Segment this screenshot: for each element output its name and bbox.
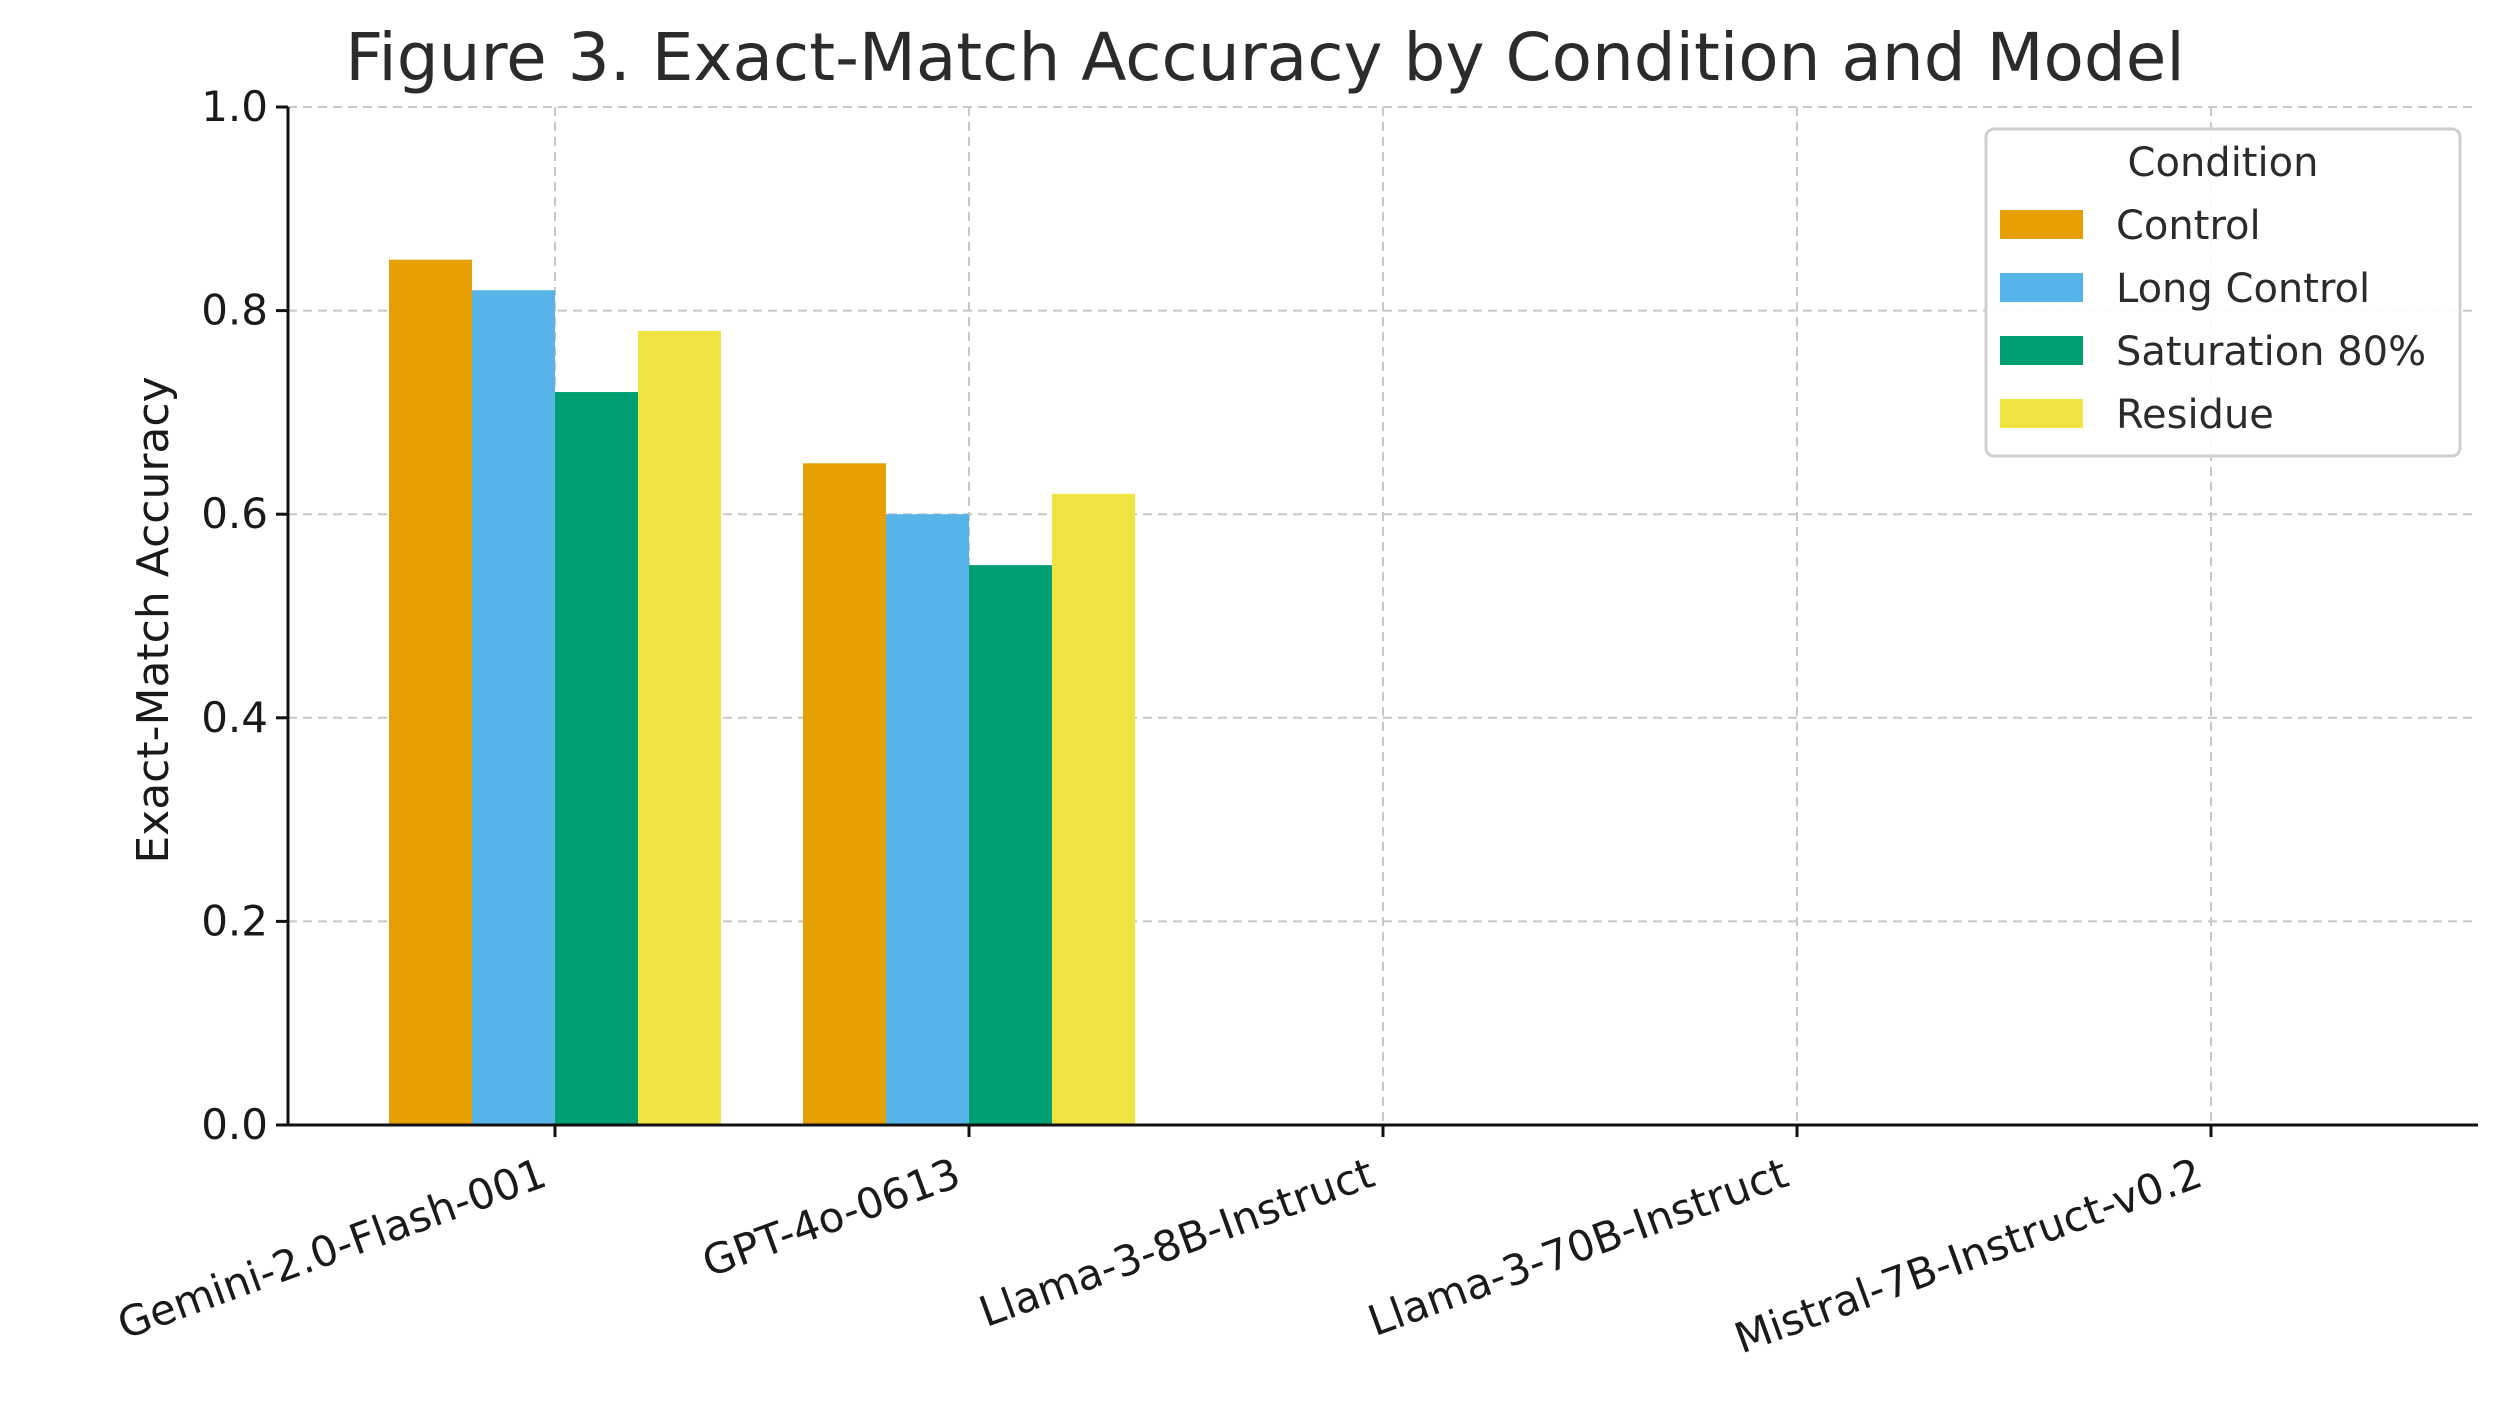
y-axis-label: Exact-Match Accuracy — [128, 376, 179, 863]
y-tick-label: 0.6 — [201, 489, 268, 538]
x-tick-labels: Gemini-2.0-Flash-001 GPT-4o-0613 Llama-3-8… — [111, 1148, 2208, 1363]
bar-saturation-80- — [555, 392, 638, 1125]
y-tick-label: 0.8 — [201, 286, 268, 335]
y-tick-label: 0.0 — [201, 1100, 268, 1149]
y-tick-label: 0.2 — [201, 896, 268, 945]
bar-long-control — [886, 514, 969, 1125]
legend-frame — [1984, 127, 2462, 458]
bar-residue — [1052, 493, 1135, 1126]
legend-items: Control Long Control Saturation 80% Residue — [2000, 203, 2426, 438]
x-tick-label: Llama-3-8B-Instruct — [973, 1148, 1381, 1336]
legend-swatch — [2000, 336, 2083, 365]
bar-long-control — [472, 290, 555, 1125]
x-tick-label: Gemini-2.0-Flash-001 — [111, 1148, 552, 1349]
axes — [276, 105, 2478, 1137]
legend-entry-label: Control — [2116, 203, 2261, 249]
legend-entry-label: Long Control — [2116, 266, 2370, 312]
legend: Condition Control Long Control Saturation … — [1984, 127, 2462, 458]
y-tick-label: 0.4 — [201, 693, 268, 742]
legend-entry-label: Residue — [2116, 392, 2274, 438]
chart-title: Figure 3. Exact-Match Accuracy by Condit… — [345, 19, 2184, 96]
x-tick-label: GPT-4o-0613 — [696, 1148, 967, 1286]
legend-swatch — [2000, 210, 2083, 239]
legend-swatch — [2000, 399, 2083, 428]
y-tick-label: 1.0 — [201, 82, 268, 131]
bar-control — [389, 259, 472, 1125]
legend-entry-label: Saturation 80% — [2116, 329, 2426, 375]
legend-swatch — [2000, 273, 2083, 302]
y-tick-labels: 0.0 0.2 0.4 0.6 0.8 1.0 — [201, 82, 268, 1149]
bars — [389, 259, 1135, 1126]
bar-control — [803, 463, 886, 1125]
bar-residue — [638, 330, 721, 1126]
legend-title: Condition — [2128, 140, 2319, 186]
bar-saturation-80- — [969, 565, 1052, 1125]
x-tick-label: Mistral-7B-Instruct-v0.2 — [1728, 1148, 2208, 1363]
